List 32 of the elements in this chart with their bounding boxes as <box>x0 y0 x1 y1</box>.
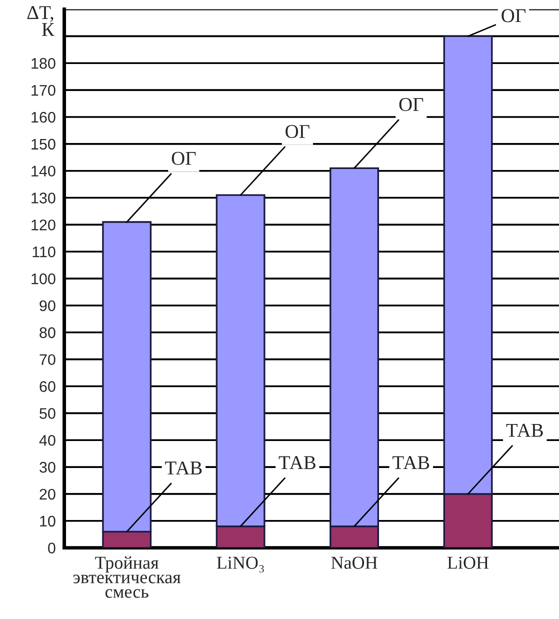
y-tick-label: 160 <box>32 112 56 123</box>
y-tick-label: 70 <box>40 354 56 366</box>
x-tick-label: LiNO₃ <box>216 556 264 572</box>
y-tick-label: 60 <box>40 381 56 392</box>
annotation: ТАВ <box>165 462 202 474</box>
y-tick-label: 110 <box>32 246 56 258</box>
y-tick-label: 150 <box>32 138 56 150</box>
y-tick-label: 80 <box>40 327 56 338</box>
x-tick-label: NaOH <box>331 556 378 569</box>
annotation: ТАВ <box>392 456 430 470</box>
annotation: ТАВ <box>506 424 543 437</box>
annotation: ОГ <box>399 98 424 112</box>
y-tick-label: 10 <box>40 516 56 527</box>
y-tick-label: 100 <box>32 273 56 284</box>
y-tick-label: 120 <box>32 220 56 230</box>
annotation: ТАВ <box>278 456 316 470</box>
annotation: ОГ <box>172 152 196 165</box>
x-tick-label: LiOH <box>447 556 489 569</box>
y-tick-label: 0 <box>48 542 56 554</box>
y-tick-label: 50 <box>40 408 56 419</box>
y-axis-title: ΔT, К <box>27 6 54 36</box>
y-tick-label: 20 <box>40 488 56 500</box>
y-tick-label: 170 <box>32 84 56 96</box>
y-tick-label: 30 <box>40 462 56 473</box>
y-tick-label: 180 <box>32 58 56 69</box>
y-tick-label: 90 <box>40 300 56 312</box>
x-tick-label: Тройная эвтектическая смесь <box>73 556 181 598</box>
annotation: ОГ <box>286 124 310 138</box>
annotation: ОГ <box>502 9 526 22</box>
y-tick-label: 40 <box>39 434 56 446</box>
y-tick-label: 130 <box>32 192 56 204</box>
y-tick-label: 140 <box>32 166 56 177</box>
